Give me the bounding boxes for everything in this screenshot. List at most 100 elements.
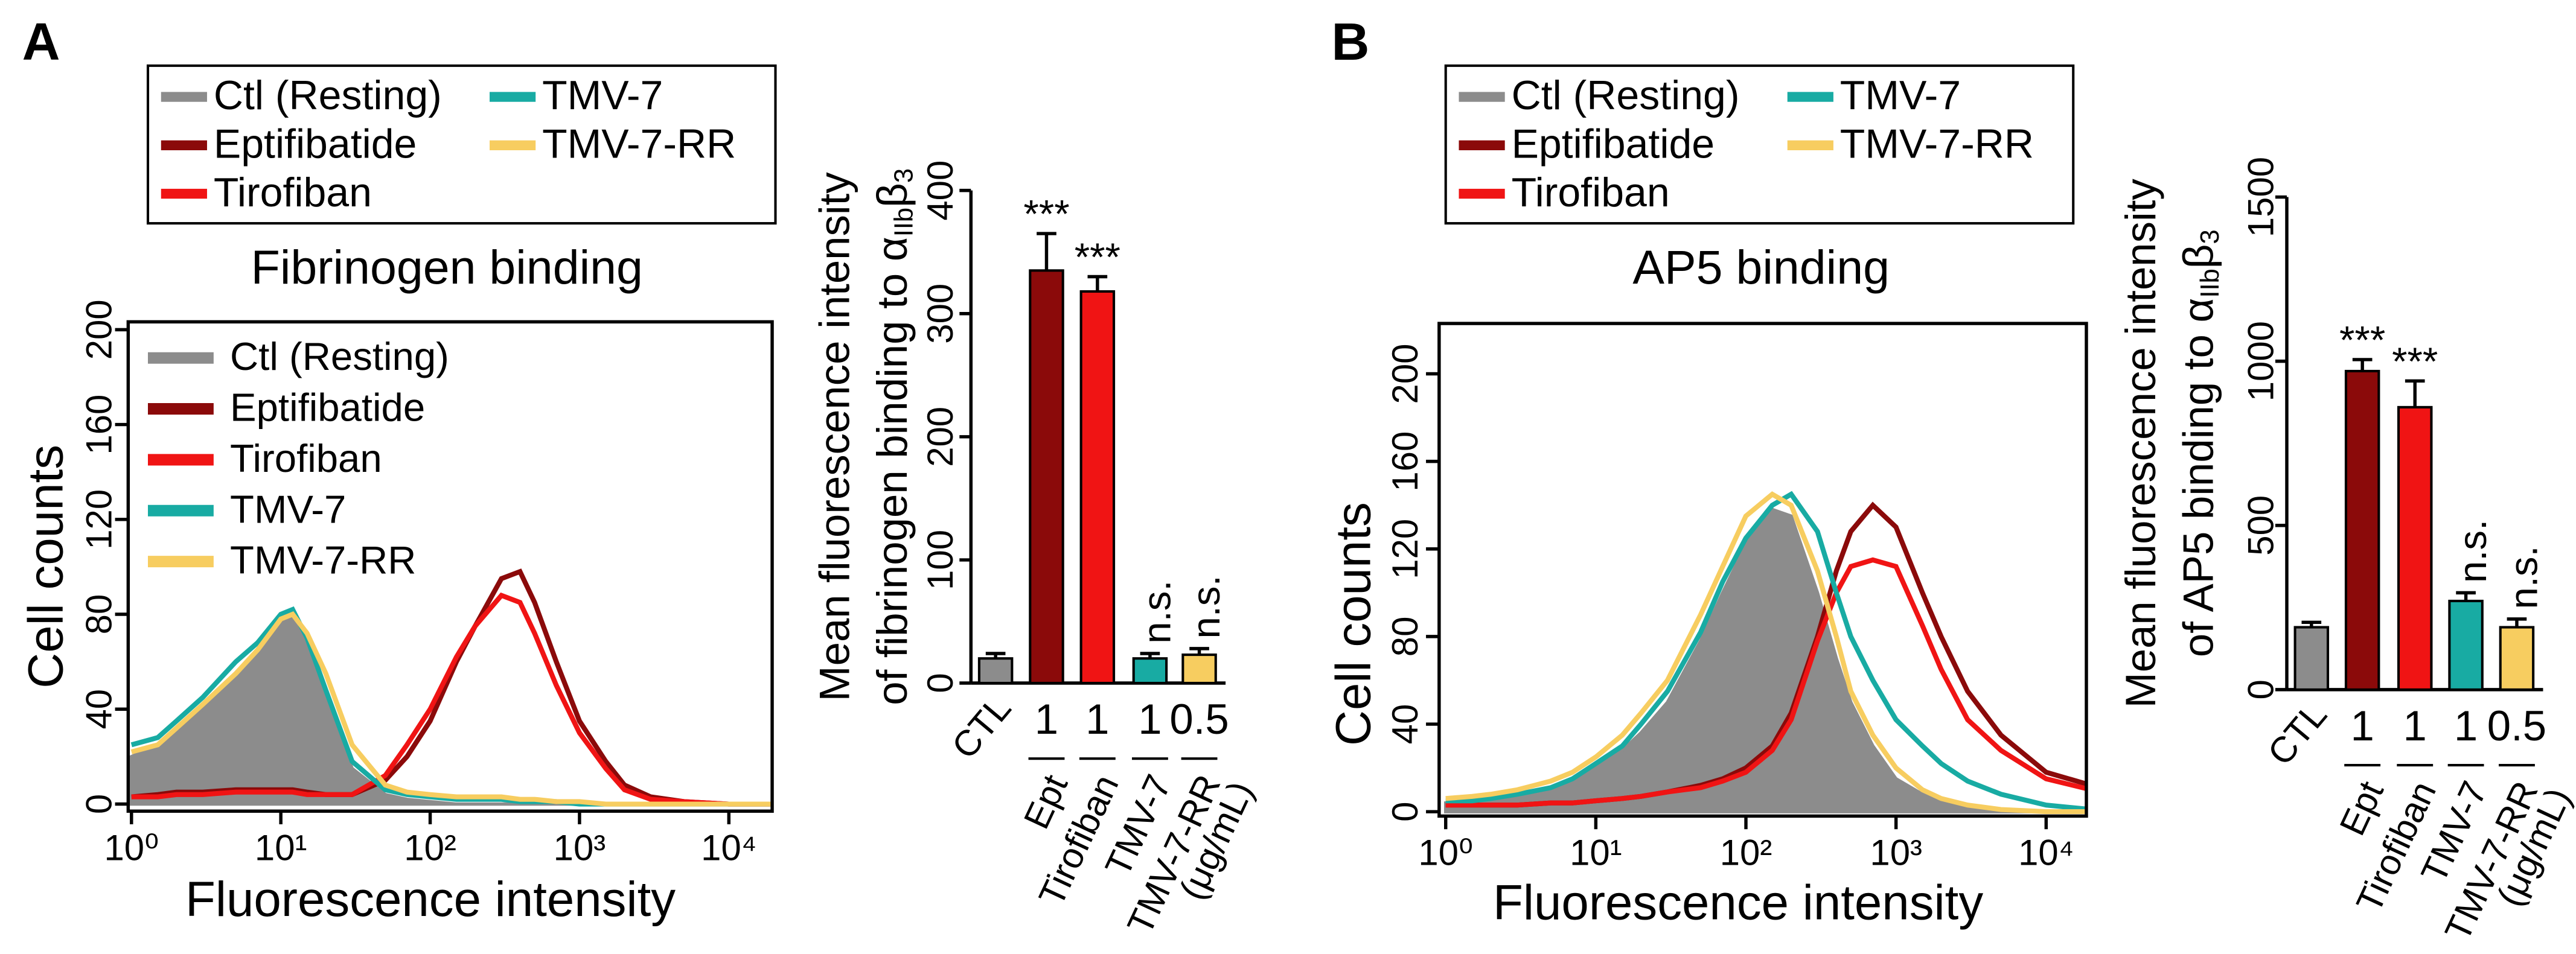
y-axis-label-part: of AP5 binding to α bbox=[2174, 298, 2222, 658]
y-tick-label: 0 bbox=[1385, 802, 1425, 822]
y-tick-label: 40 bbox=[79, 689, 120, 730]
legend-label: TMV-7 bbox=[230, 487, 346, 531]
legend-label: Eptifibatide bbox=[230, 386, 425, 430]
legend-label: Eptifibatide bbox=[214, 121, 417, 167]
y-tick-label: 200 bbox=[920, 407, 960, 467]
x-tick-label: 1 bbox=[1138, 695, 1162, 743]
bar bbox=[977, 657, 1014, 685]
significance: *** bbox=[1023, 192, 1069, 236]
significance: n.s. bbox=[1184, 575, 1228, 638]
chart-title: Fibrinogen binding bbox=[251, 241, 643, 294]
legend-label: TMV-7-RR bbox=[230, 538, 416, 582]
y-tick-label: 400 bbox=[920, 161, 960, 221]
x-axis-label: Fluorescence intensity bbox=[185, 872, 676, 927]
y-tick-label: 1500 bbox=[2241, 157, 2281, 237]
x-tick-label: 1 bbox=[2454, 702, 2478, 749]
y-axis-label: Mean fluorescence intensity bbox=[2117, 179, 2164, 708]
legend-label: Tirofiban bbox=[230, 436, 382, 480]
y-tick-label: 80 bbox=[79, 594, 120, 635]
y-tick-label: 300 bbox=[920, 284, 960, 344]
bar bbox=[2293, 626, 2330, 691]
bar bbox=[2344, 369, 2380, 691]
x-tick-label: 10¹ bbox=[255, 827, 307, 868]
y-axis-label: Cell counts bbox=[1326, 502, 1381, 746]
y-axis-label-part: 3 bbox=[889, 168, 918, 183]
legend-label: Tirofiban bbox=[1512, 170, 1670, 215]
bar bbox=[2448, 599, 2484, 691]
y-tick-label: 120 bbox=[1385, 519, 1425, 579]
legend-label: Ctl (Resting) bbox=[1512, 72, 1740, 118]
x-tick-label: 10³ bbox=[554, 827, 606, 868]
x-tick-label: 10² bbox=[1720, 833, 1772, 873]
y-tick-label: 200 bbox=[1385, 344, 1425, 404]
y-tick-label: 160 bbox=[79, 395, 120, 455]
legend-label: Ctl (Resting) bbox=[214, 72, 442, 118]
y-tick-label: 160 bbox=[1385, 431, 1425, 492]
line bbox=[1445, 557, 2086, 808]
y-axis-label-part: 3 bbox=[2195, 229, 2224, 244]
x-tick-label: 1 bbox=[2350, 702, 2374, 749]
area bbox=[1444, 507, 2086, 813]
x-tick-label: 10³ bbox=[1870, 833, 1922, 873]
bar bbox=[1132, 657, 1168, 685]
y-tick-label: 80 bbox=[1385, 617, 1425, 657]
significance: n.s. bbox=[2450, 520, 2495, 583]
x-tick-label: 10² bbox=[404, 827, 456, 868]
significance: *** bbox=[2392, 339, 2438, 383]
y-axis-label-part: β bbox=[2174, 244, 2222, 269]
x-tick-label: CTL bbox=[2260, 695, 2335, 773]
bar bbox=[1079, 290, 1116, 685]
area bbox=[130, 612, 773, 806]
legend-label: TMV-7 bbox=[542, 72, 663, 118]
line bbox=[131, 592, 773, 807]
line bbox=[130, 611, 773, 807]
legend-box bbox=[146, 64, 777, 225]
y-axis-label: of fibrinogen binding to αIIbβ3 bbox=[868, 168, 918, 705]
legend-label: TMV-7 bbox=[1840, 72, 1961, 118]
chart-title: AP5 binding bbox=[1632, 241, 1890, 294]
significance: n.s. bbox=[2502, 545, 2546, 609]
bar bbox=[1181, 653, 1217, 685]
y-axis-label-part: IIb bbox=[889, 208, 918, 237]
y-tick-label: 200 bbox=[79, 299, 120, 360]
legend-label: Tirofiban bbox=[214, 170, 372, 215]
legend-label: TMV-7-RR bbox=[542, 121, 736, 167]
plot-frame bbox=[1437, 322, 2088, 818]
y-tick-label: 100 bbox=[920, 530, 960, 590]
y-tick-label: 40 bbox=[1385, 704, 1425, 745]
panel-label: A bbox=[22, 13, 60, 71]
x-tick-label: 1 bbox=[1085, 695, 1109, 743]
x-axis-label: Fluorescence intensity bbox=[1493, 876, 1983, 930]
y-axis-label: Cell counts bbox=[18, 445, 73, 688]
legend-label: Ctl (Resting) bbox=[230, 334, 449, 378]
y-tick-label: 0 bbox=[920, 673, 960, 693]
y-tick-label: 0 bbox=[2241, 679, 2281, 699]
bar bbox=[2397, 405, 2433, 691]
x-tick-label: 10⁰ bbox=[1418, 833, 1473, 873]
y-axis-label: of AP5 binding to αIIbβ3 bbox=[2174, 229, 2224, 657]
plot-frame bbox=[126, 320, 774, 813]
x-tick-label: 10⁴ bbox=[2018, 833, 2074, 873]
panel-label: B bbox=[1331, 13, 1369, 71]
y-axis-label-part: β bbox=[868, 183, 916, 208]
y-axis-label: Mean fluorescence intensity bbox=[811, 172, 858, 702]
y-tick-label: 0 bbox=[79, 794, 120, 814]
bar bbox=[2499, 626, 2535, 691]
significance: *** bbox=[2339, 318, 2385, 362]
x-tick-label: 10⁴ bbox=[701, 827, 756, 868]
y-tick-label: 500 bbox=[2241, 495, 2281, 556]
line bbox=[1445, 491, 2086, 815]
legend-label: Eptifibatide bbox=[1512, 121, 1715, 167]
line bbox=[1445, 491, 2086, 812]
y-tick-label: 120 bbox=[79, 489, 120, 550]
x-tick-label: 0.5 bbox=[2487, 702, 2546, 749]
bar bbox=[1029, 269, 1064, 685]
legend-label: TMV-7-RR bbox=[1840, 121, 2034, 167]
x-tick-label: 1 bbox=[1035, 695, 1058, 743]
y-axis-label-part: of fibrinogen binding to α bbox=[868, 237, 916, 705]
x-tick-label: 10¹ bbox=[1570, 833, 1622, 873]
y-axis-label-part: IIb bbox=[2195, 269, 2224, 297]
significance: *** bbox=[1075, 235, 1120, 279]
y-tick-label: 1000 bbox=[2241, 321, 2281, 401]
